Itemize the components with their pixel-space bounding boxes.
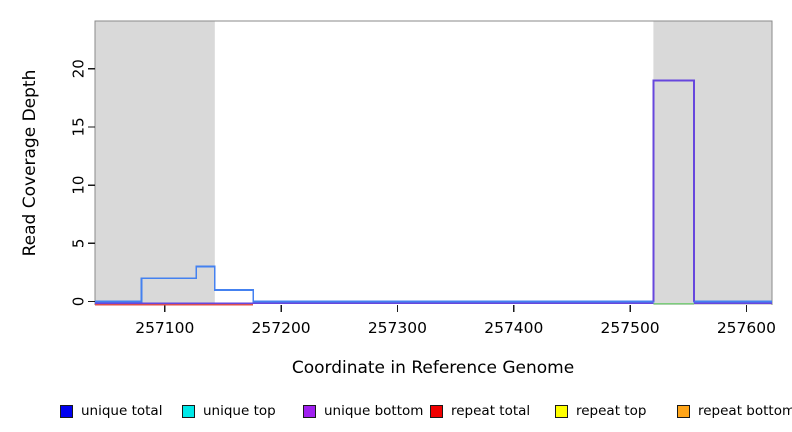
legend-item-repeat-bottom: repeat bottom — [677, 400, 792, 422]
x-tick-label: 257300 — [368, 319, 427, 337]
plot-border — [94, 20, 773, 305]
plot-canvas: 0 5 10 15 20 257100 257200 257300 257400 257500 25… — [70, 20, 776, 337]
legend-label-unique-top: unique top — [203, 403, 276, 419]
series-unique-bottom — [652, 79, 695, 302]
legend-item-repeat-top: repeat top — [555, 400, 646, 422]
legend-swatch-unique-top — [182, 404, 195, 418]
legend-label-repeat-top: repeat top — [576, 403, 647, 419]
y-tick-label: 15 — [70, 117, 88, 136]
legend-label-repeat-bottom: repeat bottom — [698, 403, 792, 419]
shaded-region — [653, 21, 772, 305]
x-tick-label: 257600 — [717, 319, 776, 337]
x-tick-label: 257400 — [484, 319, 543, 337]
y-tick-label: 20 — [70, 59, 88, 78]
x-tick-label: 257100 — [135, 319, 194, 337]
x-tick-label: 257500 — [601, 319, 660, 337]
legend-item-repeat-total: repeat total — [430, 400, 530, 422]
legend-swatch-repeat-total — [430, 404, 443, 418]
legend-item-unique-top: unique top — [182, 400, 276, 422]
legend-swatch-repeat-top — [555, 404, 568, 418]
y-tick-label: 5 — [70, 239, 88, 249]
legend-item-unique-total: unique total — [60, 400, 162, 422]
shaded-region — [95, 21, 215, 305]
legend-swatch-unique-total — [60, 404, 73, 418]
y-axis-title: Read Coverage Depth — [20, 69, 40, 257]
y-tick-label: 0 — [70, 297, 88, 307]
legend-item-unique-bottom: unique bottom — [303, 400, 423, 422]
x-axis-title: Coordinate in Reference Genome — [291, 358, 575, 378]
legend-swatch-unique-bottom — [303, 404, 316, 418]
legend-label-unique-bottom: unique bottom — [324, 403, 424, 419]
legend-label-repeat-total: repeat total — [451, 403, 531, 419]
y-tick-label: 10 — [70, 176, 88, 195]
legend: unique total unique top unique bottom re… — [0, 400, 792, 422]
legend-swatch-repeat-bottom — [677, 404, 690, 418]
legend-label-unique-total: unique total — [81, 403, 163, 419]
x-tick-label: 257200 — [252, 319, 311, 337]
